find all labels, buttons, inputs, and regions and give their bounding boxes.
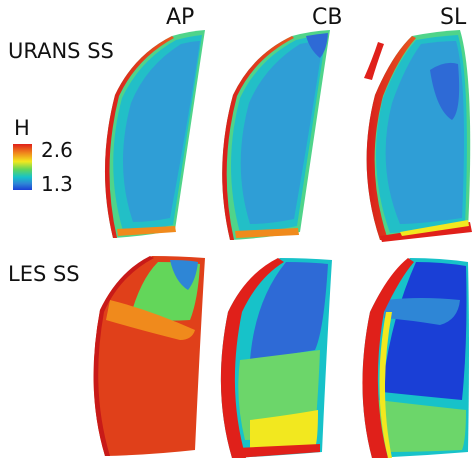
colorbar-min-label: 1.3 <box>41 172 73 196</box>
panel-les-sl <box>362 258 469 458</box>
panel-urans-ap <box>104 30 205 238</box>
column-header-cb: CB <box>312 5 343 30</box>
row-label-urans: URANS SS <box>8 39 114 63</box>
row-label-les: LES SS <box>8 262 80 286</box>
colorbar-gradient <box>13 144 32 190</box>
colorbar-title: H <box>14 116 30 140</box>
colorbar-max-label: 2.6 <box>41 138 73 162</box>
panel-les-ap <box>93 256 205 456</box>
panel-urans-sl <box>364 30 472 242</box>
panel-les-cb <box>220 258 332 458</box>
column-header-sl: SL <box>440 5 467 30</box>
panel-urans-cb <box>222 30 330 240</box>
column-header-ap: AP <box>166 5 195 30</box>
